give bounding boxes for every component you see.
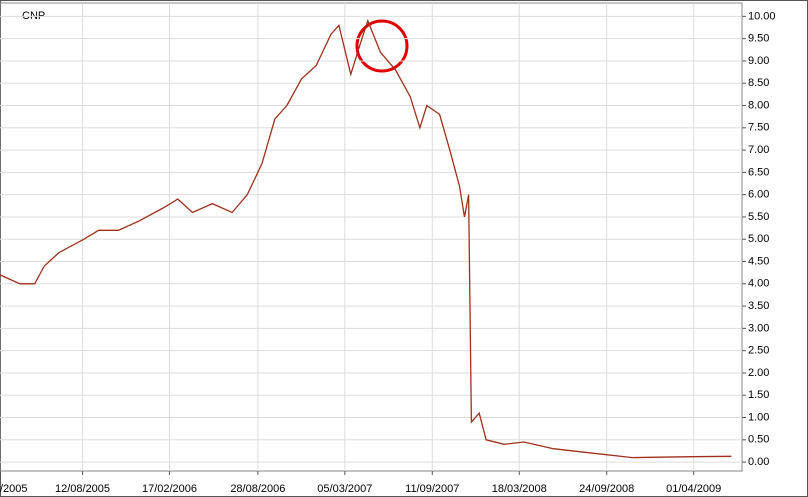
x-tick-label: /2005 xyxy=(0,483,28,495)
y-tick-label: 7.50 xyxy=(748,122,769,134)
y-tick-label: 4.50 xyxy=(748,255,769,267)
x-tick-label: 01/04/2009 xyxy=(666,483,721,495)
y-tick-label: 9.50 xyxy=(748,33,769,45)
y-tick-label: 5.50 xyxy=(748,211,769,223)
x-tick-label: 05/03/2007 xyxy=(317,483,372,495)
price-line xyxy=(0,18,732,459)
x-tick-label: 12/08/2005 xyxy=(55,483,110,495)
y-tick-label: 5.00 xyxy=(748,233,769,245)
y-tick-label: 4.00 xyxy=(748,278,769,290)
y-tick-label: 2.50 xyxy=(748,345,769,357)
y-tick-label: 1.50 xyxy=(748,389,769,401)
x-tick-label: 17/02/2006 xyxy=(142,483,197,495)
x-tick-label: 28/08/2006 xyxy=(230,483,285,495)
y-tick-label: 7.00 xyxy=(748,144,769,156)
y-tick-label: 0.00 xyxy=(748,456,769,468)
y-tick-label: 2.00 xyxy=(748,367,769,379)
x-tick-label: 11/09/2007 xyxy=(405,483,459,495)
y-tick-label: 8.50 xyxy=(748,77,769,89)
y-tick-label: 0.50 xyxy=(748,434,769,446)
y-tick-label: 8.00 xyxy=(748,99,769,111)
highlight-circle xyxy=(355,19,409,73)
y-tick-label: 6.50 xyxy=(748,166,769,178)
y-tick-label: 1.00 xyxy=(748,411,769,423)
x-tick-label: 24/09/2008 xyxy=(579,483,634,495)
y-tick-label: 10.00 xyxy=(748,10,776,22)
y-tick-label: 3.00 xyxy=(748,322,769,334)
y-tick-label: 6.00 xyxy=(748,189,769,201)
plot-area xyxy=(0,2,743,472)
y-tick-label: 3.50 xyxy=(748,300,769,312)
y-tick-label: 9.00 xyxy=(748,55,769,67)
x-tick-label: 18/03/2008 xyxy=(492,483,547,495)
